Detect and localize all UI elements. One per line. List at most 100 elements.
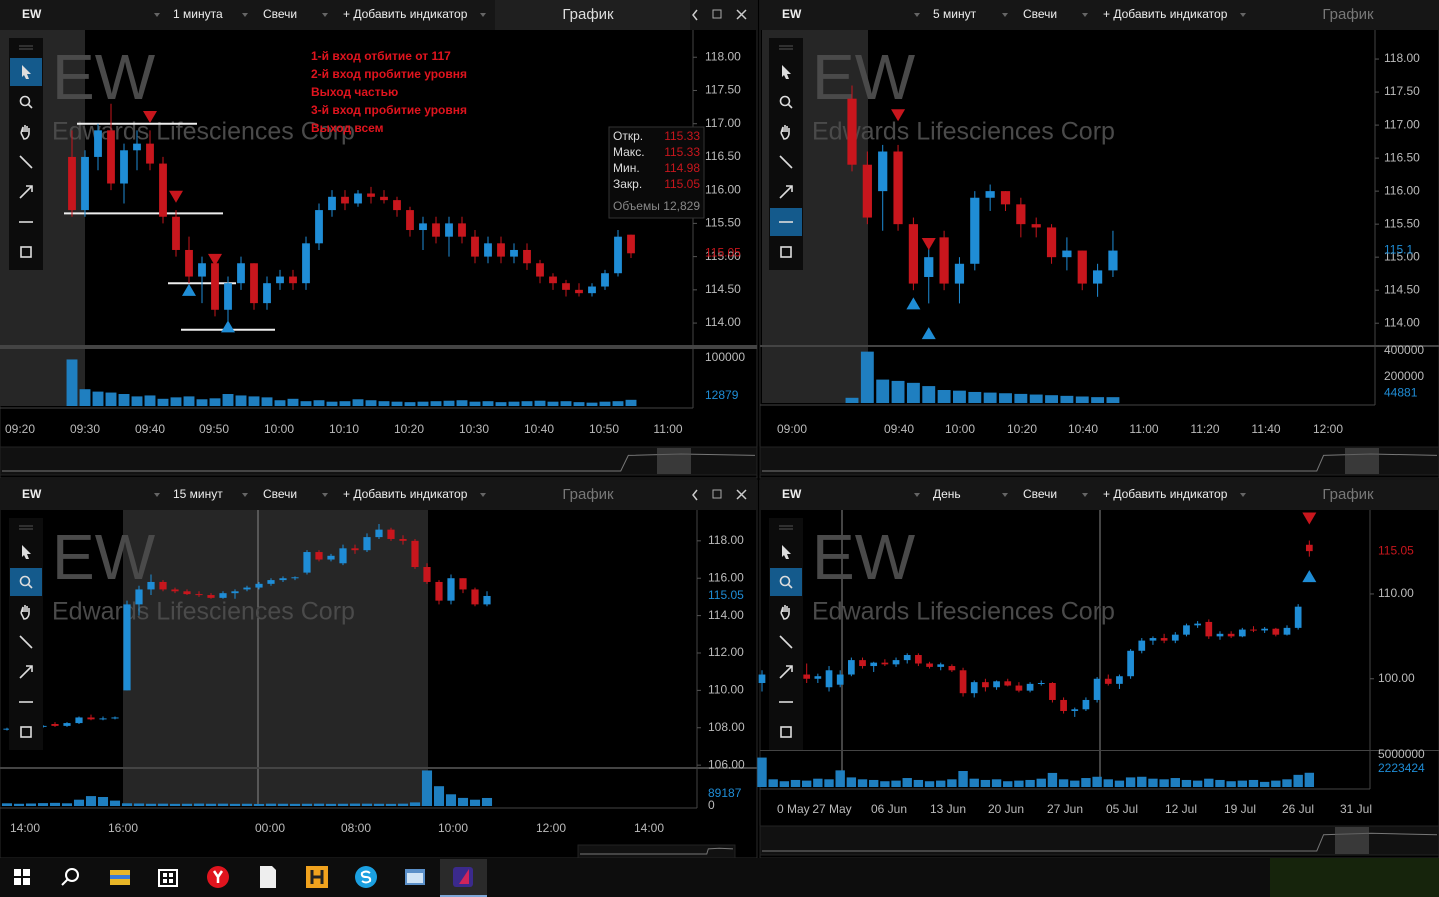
volume-bar <box>947 779 957 787</box>
candle-body <box>289 276 297 284</box>
dropdown-caret[interactable] <box>480 13 486 17</box>
add-indicator[interactable]: + Добавить индикатор <box>343 7 468 21</box>
tool-button[interactable] <box>10 88 42 116</box>
tool-button[interactable] <box>10 118 42 146</box>
close-button[interactable] <box>736 489 747 500</box>
timeframe[interactable]: 15 минут <box>173 487 223 501</box>
chart-style[interactable]: Свечи <box>1023 7 1057 21</box>
candle-body <box>133 143 141 151</box>
note: Выход всем <box>311 121 384 135</box>
dropdown-caret[interactable] <box>914 493 920 497</box>
dropdown-caret[interactable] <box>1002 13 1008 17</box>
chart-style[interactable]: Свечи <box>263 7 297 21</box>
timeframe[interactable]: 5 минут <box>933 7 977 21</box>
search-button[interactable] <box>47 859 93 897</box>
navigator[interactable] <box>759 446 1439 476</box>
add-indicator[interactable]: + Добавить индикатор <box>343 487 468 501</box>
volume-bar <box>1293 774 1303 787</box>
close-button[interactable] <box>736 9 747 20</box>
volume-bar <box>169 803 181 806</box>
prev-button[interactable] <box>692 489 698 501</box>
tool-button[interactable] <box>770 88 802 116</box>
navigator-thumb[interactable] <box>1345 448 1379 474</box>
volume-bar <box>313 803 325 806</box>
chart-style[interactable]: Свечи <box>1023 487 1057 501</box>
tool-button[interactable] <box>770 118 802 146</box>
volume-bar <box>586 402 598 406</box>
navigator[interactable] <box>577 844 736 859</box>
tool-button[interactable] <box>10 598 42 626</box>
ohlc-value: 115.33 <box>664 145 700 159</box>
volume-tick-label: 100000 <box>705 350 745 364</box>
volume-bar <box>79 389 91 406</box>
add-indicator[interactable]: + Добавить индикатор <box>1103 487 1228 501</box>
tool-button[interactable] <box>10 568 42 596</box>
volume-bar <box>289 803 301 806</box>
volume-bar <box>300 401 312 406</box>
dropdown-caret[interactable] <box>1082 493 1088 497</box>
candle-body <box>387 529 395 539</box>
candle-body <box>1250 629 1257 631</box>
volume-bar <box>880 781 890 787</box>
candle-body <box>123 604 131 691</box>
prev-button[interactable] <box>692 9 698 21</box>
time-label: 10:40 <box>524 422 554 436</box>
tool-button[interactable] <box>770 718 802 746</box>
tool-button[interactable] <box>770 568 802 596</box>
pane-separator <box>0 345 757 349</box>
candle-body <box>878 151 888 192</box>
dropdown-caret[interactable] <box>322 493 328 497</box>
dropdown-caret[interactable] <box>322 13 328 17</box>
tool-button[interactable] <box>10 238 42 266</box>
restore-button[interactable] <box>712 9 722 19</box>
volume-bar <box>991 779 1002 787</box>
dropdown-caret[interactable] <box>1240 13 1246 17</box>
ohlc-label: Закр. <box>613 177 642 191</box>
restore-button[interactable] <box>712 489 722 499</box>
price-tick-label: 118.00 <box>1384 51 1420 65</box>
candle-body <box>315 210 323 244</box>
start-logo <box>14 878 21 885</box>
tool-button[interactable] <box>770 238 802 266</box>
timeframe[interactable]: 1 минута <box>173 7 223 21</box>
volume-bar <box>1248 779 1259 787</box>
candle-body <box>982 682 989 688</box>
view-title: График <box>562 486 614 503</box>
volume-bar <box>1282 779 1292 787</box>
dropdown-caret[interactable] <box>1082 13 1088 17</box>
dropdown-caret[interactable] <box>242 493 248 497</box>
navigator[interactable] <box>0 446 758 476</box>
tool-button[interactable] <box>10 718 42 746</box>
volume-bar <box>181 803 193 806</box>
start-button[interactable] <box>0 859 45 897</box>
dropdown-caret[interactable] <box>1240 493 1246 497</box>
sell-signal <box>169 190 183 203</box>
navigator-thumb[interactable] <box>657 448 691 474</box>
dropdown-caret[interactable] <box>242 13 248 17</box>
candle-body <box>291 577 299 579</box>
candle-body <box>937 664 945 667</box>
volume-bar <box>209 398 221 406</box>
chart-style[interactable]: Свечи <box>263 487 297 501</box>
navigator[interactable] <box>759 825 1439 856</box>
dropdown-caret[interactable] <box>1002 493 1008 497</box>
candle-body <box>255 583 263 588</box>
volume-bar <box>92 391 104 406</box>
candle-body <box>814 676 822 679</box>
timeframe[interactable]: День <box>933 487 961 501</box>
candle-body <box>135 589 143 605</box>
dropdown-caret[interactable] <box>154 13 160 17</box>
volume-bar <box>1060 395 1074 403</box>
line-icon <box>19 635 33 649</box>
dropdown-caret[interactable] <box>154 493 160 497</box>
dropdown-caret[interactable] <box>914 13 920 17</box>
price-tick-label: 115.50 <box>1384 216 1420 230</box>
candle-body <box>1238 629 1246 637</box>
store-button[interactable] <box>145 859 191 897</box>
navigator-thumb[interactable] <box>1335 827 1369 854</box>
tool-button[interactable] <box>770 598 802 626</box>
volume-bar <box>1304 772 1315 787</box>
dropdown-caret[interactable] <box>480 493 486 497</box>
add-indicator[interactable]: + Добавить индикатор <box>1103 7 1228 21</box>
